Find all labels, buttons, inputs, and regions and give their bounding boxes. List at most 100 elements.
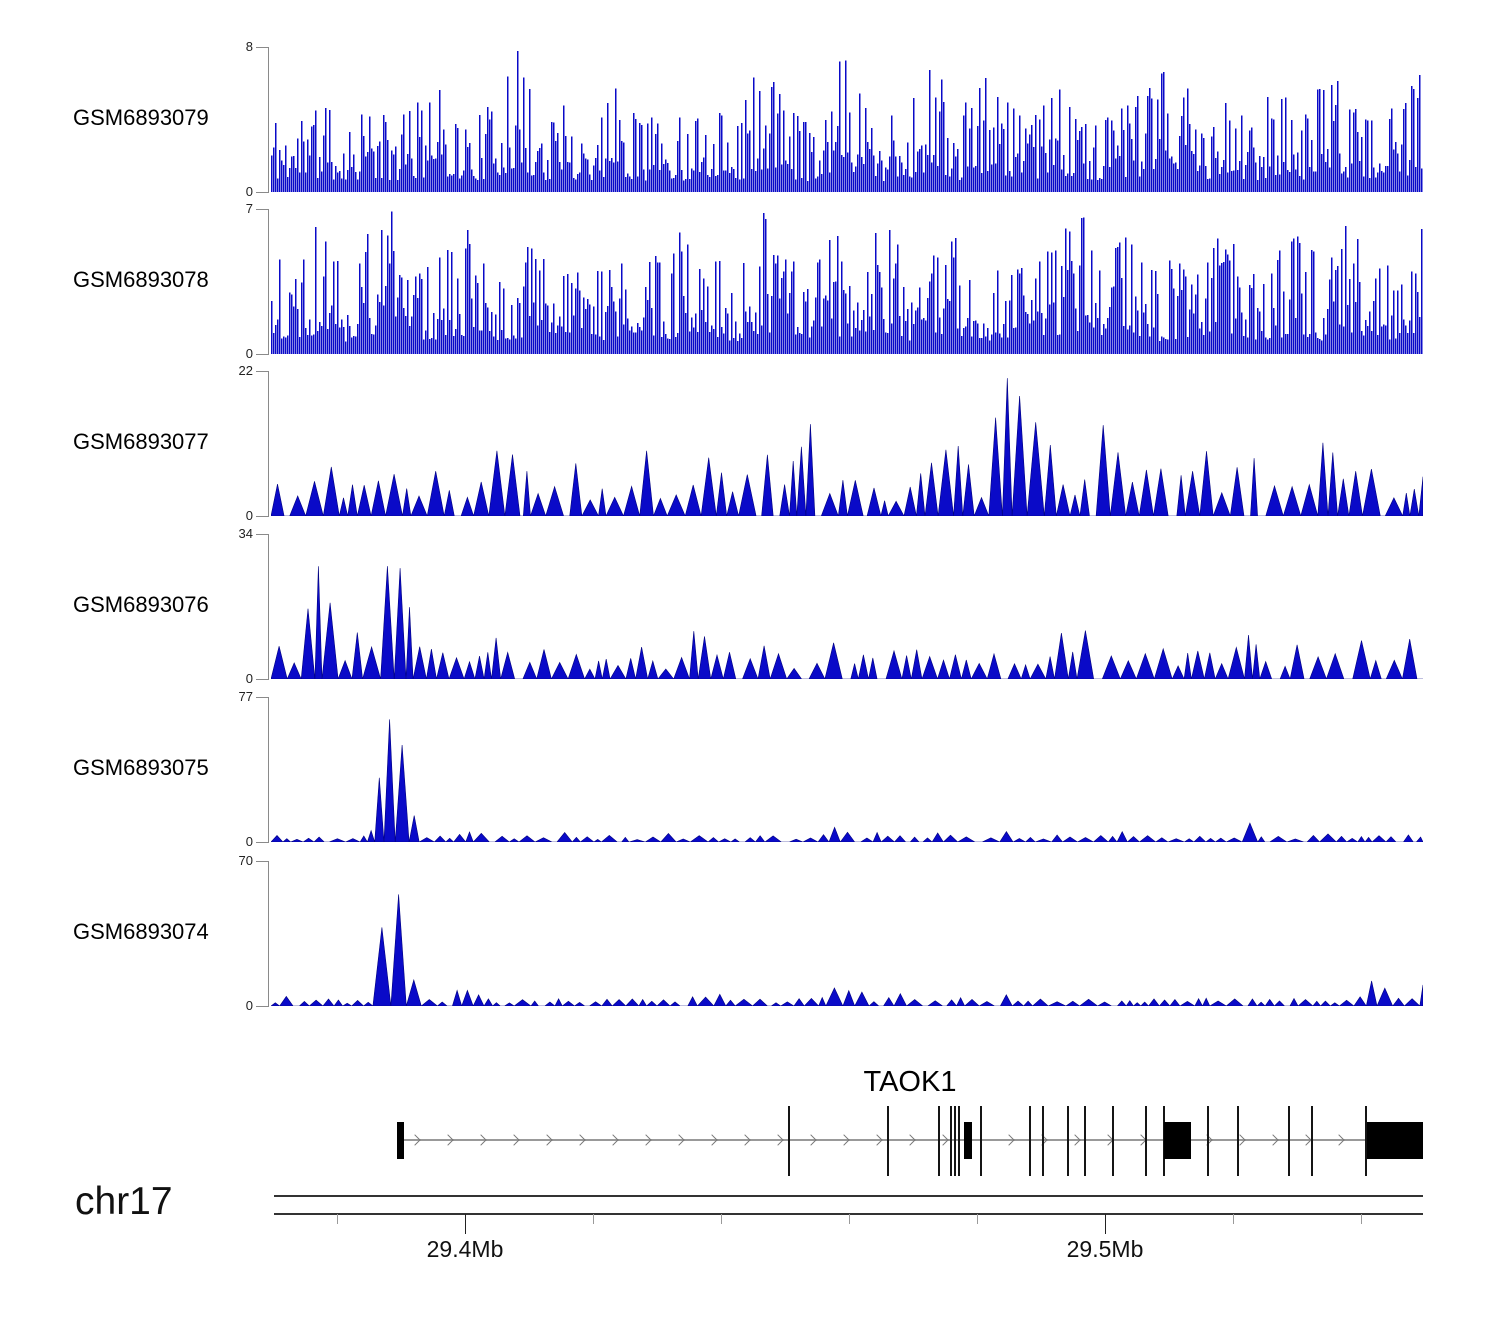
y-zero-label: 0 <box>245 671 253 686</box>
y-axis-line <box>268 861 269 1006</box>
y-axis-top-tick <box>256 47 269 48</box>
track-label: GSM6893074 <box>73 919 209 944</box>
strand-arrow-icon <box>904 1134 916 1146</box>
y-axis-top-tick <box>256 209 269 210</box>
strand-arrow-icon <box>409 1134 421 1146</box>
strand-arrow-icon <box>805 1134 817 1146</box>
axis-minor-tick <box>977 1214 978 1224</box>
y-axis-zero-tick <box>256 516 269 517</box>
exon-mark <box>1365 1106 1367 1176</box>
y-axis-line <box>268 534 269 679</box>
coverage-plot-gsm6893078 <box>271 209 1423 354</box>
axis-minor-tick <box>593 1214 594 1224</box>
chromosome-label: chr17 <box>75 1180 173 1223</box>
track-label: GSM6893078 <box>73 267 209 292</box>
coverage-signal <box>271 211 1423 354</box>
y-axis-line <box>268 47 269 192</box>
y-axis-top-tick <box>256 371 269 372</box>
exon-mark <box>1042 1106 1044 1176</box>
strand-arrow-icon <box>838 1134 850 1146</box>
axis-minor-tick <box>849 1214 850 1224</box>
strand-arrow-icon <box>706 1134 718 1146</box>
intron-line <box>400 1139 1423 1141</box>
strand-arrow-icon <box>1003 1134 1015 1146</box>
axis-minor-tick <box>1361 1214 1362 1224</box>
y-max-label: 70 <box>238 853 253 868</box>
y-axis-zero-tick <box>256 842 269 843</box>
exon-mark <box>1067 1106 1069 1176</box>
coverage-plot-gsm6893079 <box>271 47 1423 193</box>
strand-arrow-icon <box>1267 1134 1279 1146</box>
y-axis-top-tick <box>256 861 269 862</box>
track-label: GSM6893079 <box>73 105 209 130</box>
y-zero-label: 0 <box>245 508 253 523</box>
axis-label-29-5mb: 29.5Mb <box>1066 1236 1144 1262</box>
coverage-signal <box>270 566 1423 681</box>
coverage-signal <box>270 378 1424 518</box>
strand-arrow-icon <box>871 1134 883 1146</box>
exon-box <box>1367 1122 1423 1159</box>
axis-minor-tick <box>1233 1214 1234 1224</box>
y-axis-zero-tick <box>256 679 269 680</box>
y-axis-top-tick <box>256 697 269 698</box>
exon-mark <box>1288 1106 1290 1176</box>
exon-mark <box>950 1106 952 1176</box>
coverage-signal <box>271 51 1423 193</box>
y-axis-zero-tick <box>256 354 269 355</box>
y-max-label: 77 <box>238 689 253 704</box>
y-max-label: 34 <box>238 526 253 541</box>
y-axis-zero-tick <box>256 192 269 193</box>
y-axis-line <box>268 371 269 516</box>
strand-arrow-icon <box>1069 1134 1081 1146</box>
strand-arrow-icon <box>739 1134 751 1146</box>
strand-arrow-icon <box>1333 1134 1345 1146</box>
strand-arrow-icon <box>475 1134 487 1146</box>
axis-major-tick <box>465 1214 466 1234</box>
coverage-signal <box>270 719 1424 843</box>
coverage-signal <box>270 894 1424 1007</box>
exon-box <box>964 1122 972 1159</box>
gene-name-label: TAOK1 <box>863 1066 957 1098</box>
y-zero-label: 0 <box>245 184 253 199</box>
axis-major-tick <box>1105 1214 1106 1234</box>
exon-mark <box>938 1106 940 1176</box>
exon-mark <box>1029 1106 1031 1176</box>
exon-mark <box>1207 1106 1209 1176</box>
exon-mark <box>954 1106 956 1176</box>
y-max-label: 8 <box>245 39 253 54</box>
exon-box <box>1164 1122 1191 1159</box>
coverage-plot-gsm6893076 <box>270 534 1423 681</box>
strand-arrow-icon <box>673 1134 685 1146</box>
strand-arrow-icon <box>508 1134 520 1146</box>
exon-mark <box>1145 1106 1147 1176</box>
exon-mark <box>788 1106 790 1176</box>
exon-mark <box>1311 1106 1313 1176</box>
strand-arrow-icon <box>1300 1134 1312 1146</box>
y-axis-top-tick <box>256 534 269 535</box>
ideogram-line <box>274 1195 1423 1197</box>
y-axis-zero-tick <box>256 1006 269 1007</box>
strand-arrow-icon <box>607 1134 619 1146</box>
exon-mark <box>887 1106 889 1176</box>
strand-arrow-icon <box>541 1134 553 1146</box>
y-max-label: 22 <box>238 363 253 378</box>
axis-minor-tick <box>721 1214 722 1224</box>
y-axis-line <box>268 697 269 842</box>
y-max-label: 7 <box>245 201 253 216</box>
axis-minor-tick <box>337 1214 338 1224</box>
exon-box <box>397 1122 404 1159</box>
coverage-plot-gsm6893074 <box>270 861 1424 1007</box>
exon-mark <box>1237 1106 1239 1176</box>
track-label: GSM6893076 <box>73 592 209 617</box>
track-label: GSM6893075 <box>73 755 209 780</box>
y-axis-line <box>268 209 269 354</box>
coverage-plot-gsm6893077 <box>270 371 1424 518</box>
exon-mark <box>958 1106 960 1176</box>
strand-arrow-icon <box>772 1134 784 1146</box>
coverage-plot-gsm6893075 <box>270 697 1424 843</box>
strand-arrow-icon <box>442 1134 454 1146</box>
y-zero-label: 0 <box>245 346 253 361</box>
axis-label-29-4mb: 29.4Mb <box>426 1236 504 1262</box>
y-zero-label: 0 <box>245 998 253 1013</box>
